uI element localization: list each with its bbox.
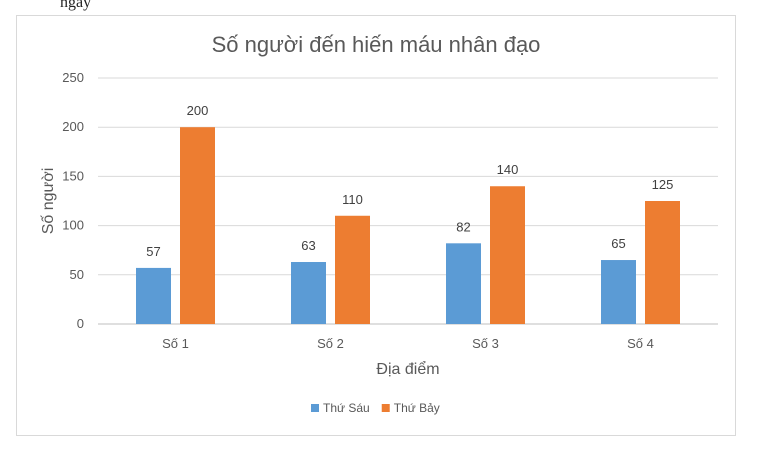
- y-tick-labels: 0 50 100 150 200 250: [62, 70, 84, 331]
- bar: [291, 262, 326, 324]
- x-tick-label: Số 2: [317, 336, 344, 351]
- bar: [645, 201, 680, 324]
- y-tick-label: 0: [77, 316, 84, 331]
- data-label: 125: [652, 177, 674, 192]
- cropped-caption-text: ngày: [60, 0, 92, 11]
- bars: [136, 127, 680, 324]
- bar: [446, 243, 481, 324]
- x-tick-label: Số 4: [627, 336, 654, 351]
- bar: [335, 215, 370, 324]
- y-axis-label: Số người: [40, 168, 57, 235]
- y-tick-label: 150: [62, 168, 84, 183]
- data-label: 63: [301, 238, 315, 253]
- y-tick-label: 200: [62, 119, 84, 134]
- data-label: 57: [146, 244, 160, 259]
- bar: [180, 127, 215, 324]
- bar: [601, 260, 636, 324]
- data-label: 140: [497, 162, 519, 177]
- legend-entry: Thứ Bảy: [394, 401, 440, 415]
- y-tick-label: 50: [70, 267, 84, 282]
- data-label: 65: [611, 236, 625, 251]
- data-label: 82: [456, 219, 470, 234]
- legend: Thứ Sáu Thứ Bảy: [311, 401, 440, 415]
- data-labels: 57 200 63 110 82 140 65 125: [146, 103, 673, 259]
- data-label: 200: [187, 103, 209, 118]
- x-tick-label: Số 1: [162, 336, 189, 351]
- data-label: 110: [342, 192, 363, 207]
- y-tick-label: 100: [62, 218, 84, 233]
- legend-swatch: [311, 404, 319, 412]
- x-tick-labels: Số 1 Số 2 Số 3 Số 4: [162, 336, 654, 351]
- y-tick-label: 250: [62, 70, 84, 85]
- bar: [136, 267, 171, 324]
- legend-swatch: [381, 404, 390, 412]
- x-axis-label: Địa điểm: [376, 360, 439, 378]
- x-tick-label: Số 3: [472, 336, 499, 351]
- legend-entry: Thứ Sáu: [323, 401, 370, 415]
- bar: [490, 186, 525, 324]
- chart-title: Số người đến hiến máu nhân đạo: [212, 32, 541, 57]
